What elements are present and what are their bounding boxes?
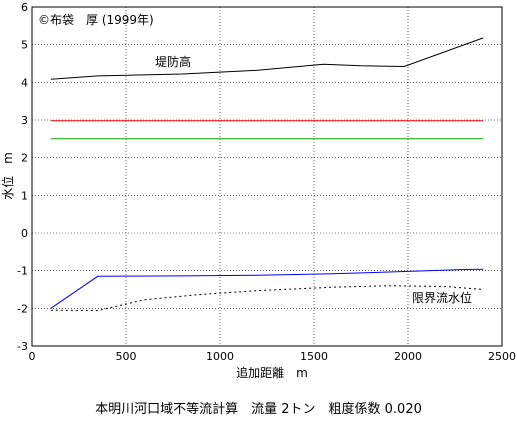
x-tick-label: 500: [116, 350, 137, 363]
y-tick-label: 6: [21, 1, 28, 14]
levee-height-line: [50, 37, 484, 80]
y-tick-label: 4: [21, 76, 28, 89]
x-tick-label: 0: [29, 350, 36, 363]
series-label-genkai: 限界流水位: [412, 290, 472, 305]
water-level-line: [50, 268, 484, 309]
x-axis-label: 追加距離 m: [236, 365, 308, 380]
plot-frame: [31, 6, 503, 347]
copyright-text: ©布袋 厚 (1999年): [38, 13, 154, 27]
y-tick-label: 0: [21, 227, 28, 240]
x-tick-label: 1500: [300, 350, 328, 363]
y-tick-label: -3: [17, 340, 28, 353]
x-tick-label: 2000: [394, 350, 422, 363]
caption: 本明川河口域不等流計算 流量 2トン 粗度係数 0.020: [95, 402, 422, 417]
y-tick-label: 2: [21, 152, 28, 165]
tick-labels: -3 -2 -1 0 1 2 3 4 5 6 0 500 1000 1500 2000 2500: [17, 1, 516, 363]
y-tick-label: -1: [17, 265, 28, 278]
y-tick-label: -2: [17, 302, 28, 315]
series-label-teibou: 堤防高: [155, 54, 191, 69]
y-tick-label: 3: [21, 114, 28, 127]
y-tick-label: 5: [21, 39, 28, 52]
x-tick-label: 1000: [206, 350, 234, 363]
series-group: [50, 37, 484, 312]
y-axis-label: 水位 m: [0, 152, 15, 200]
y-tick-label: 1: [21, 189, 28, 202]
x-tick-label: 2500: [488, 350, 516, 363]
